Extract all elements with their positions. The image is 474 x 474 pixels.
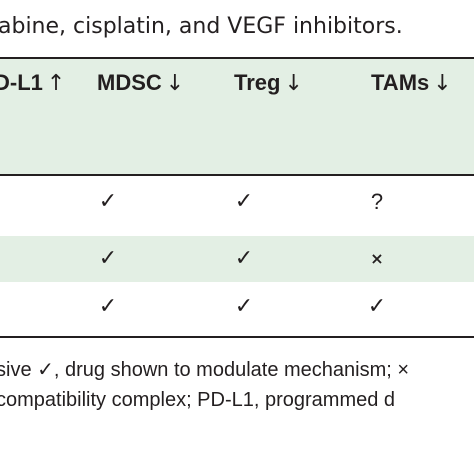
down-arrow-icon: ↓ xyxy=(433,71,452,96)
table-cell: × xyxy=(370,249,384,268)
table-row: ✓ ✓ × xyxy=(0,236,474,282)
column-header-tams: TAMs ↓ xyxy=(371,68,452,99)
column-header-label: D-L1 xyxy=(0,70,43,95)
table-cell: ✓ xyxy=(98,189,118,214)
column-header-label: TAMs xyxy=(371,70,430,95)
table-top-rule xyxy=(0,57,474,59)
column-header-treg: Treg ↓ xyxy=(234,68,303,99)
table-cell: ✓ xyxy=(234,189,254,214)
up-arrow-icon: ↑ xyxy=(46,71,66,96)
table-footnote-line: sive ✓, drug shown to modulate mechanism… xyxy=(0,359,410,381)
column-header-label: MDSC xyxy=(97,70,162,95)
column-header-label: Treg xyxy=(234,70,281,95)
table-cell: ✓ xyxy=(98,294,118,319)
column-header-pd-l1: D-L1 ↑ xyxy=(0,68,65,99)
table-header-background xyxy=(0,57,474,175)
table-cell: ✓ xyxy=(367,294,387,319)
table-cell: ✓ xyxy=(234,294,254,319)
down-arrow-icon: ↓ xyxy=(284,71,303,96)
down-arrow-icon: ↓ xyxy=(165,71,185,96)
table-footnote-line: compatibility complex; PD-L1, programmed… xyxy=(0,389,396,411)
table-bottom-rule xyxy=(0,336,474,338)
table-cell: ? xyxy=(370,189,384,214)
table-header-rule xyxy=(0,174,474,176)
table-cell: ✓ xyxy=(98,246,118,271)
table-row: ✓ ✓ ✓ xyxy=(0,287,474,327)
table-cell: ✓ xyxy=(234,246,254,271)
table-row: ✓ ✓ ? xyxy=(0,182,474,222)
table-caption: abine, cisplatin, and VEGF inhibitors. xyxy=(0,14,403,39)
column-header-mdsc: MDSC ↓ xyxy=(97,68,184,99)
